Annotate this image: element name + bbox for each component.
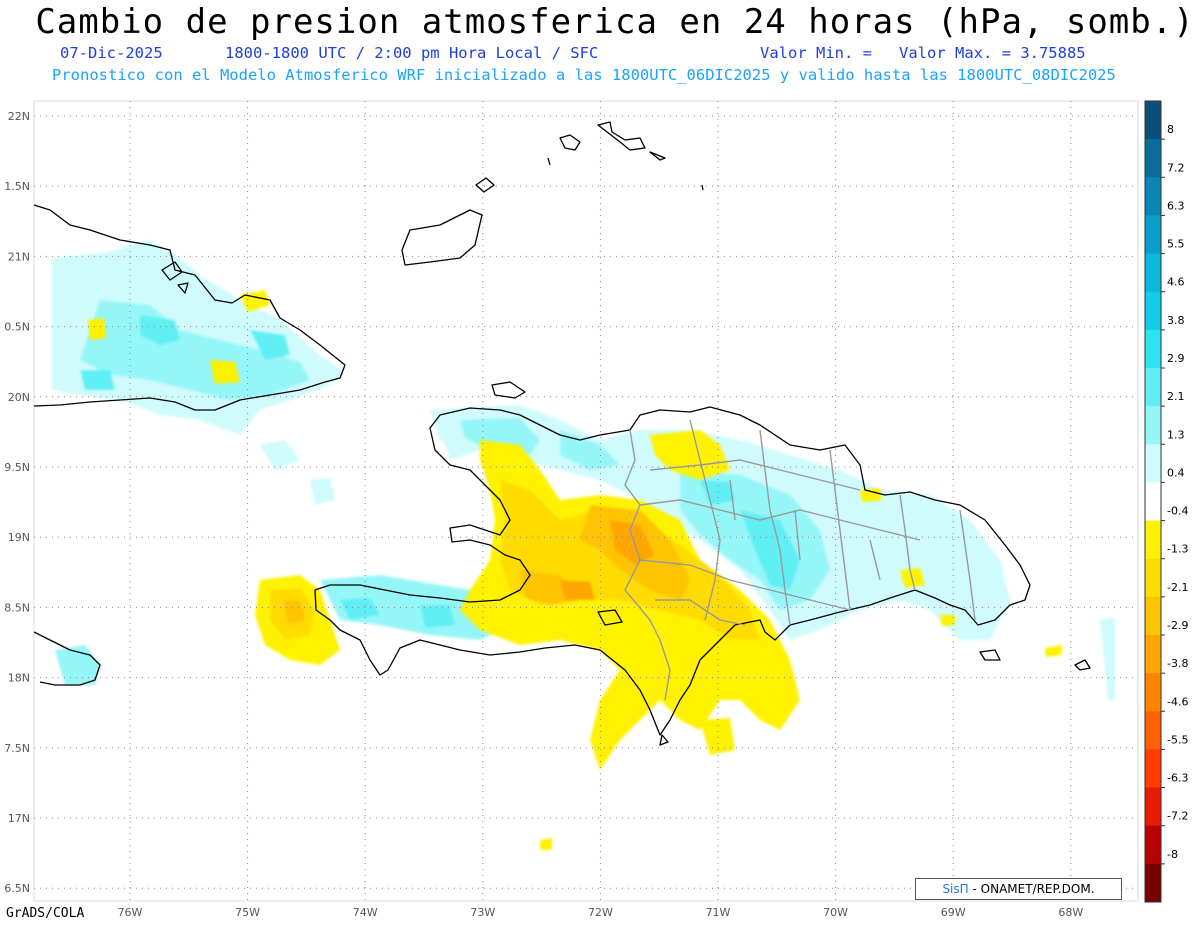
colorbar-label: 8 (1167, 123, 1174, 136)
colorbar-label: -7.2 (1167, 810, 1188, 823)
lon-label: 74W (353, 906, 378, 919)
colorbar-swatch (1145, 177, 1161, 216)
lon-label: 73W (470, 906, 495, 919)
negative-change-shading (88, 290, 1062, 850)
lat-label: 0.5N (4, 321, 30, 334)
colorbar-swatch (1145, 101, 1161, 140)
subtitle-description: Pronostico con el Modelo Atmosferico WRF… (52, 66, 1116, 84)
colorbar-swatch (1145, 596, 1161, 636)
colorbar-swatch (1145, 329, 1161, 369)
lon-label: 76W (118, 906, 143, 919)
colorbar-label: 0.4 (1167, 466, 1185, 479)
subtitle-max: Valor Max. = 3.75885 (899, 44, 1086, 62)
colorbar-label: -8 (1167, 848, 1178, 861)
lon-label: 72W (588, 906, 613, 919)
colorbar-swatch (1145, 482, 1161, 522)
graticule (34, 101, 1138, 901)
colorbar-label: -1.3 (1167, 543, 1188, 556)
colorbar-swatch (1145, 673, 1161, 712)
lat-label: 1.5N (4, 180, 30, 193)
colorbar-swatch (1145, 253, 1161, 293)
colorbar-swatch (1145, 291, 1161, 331)
colorbar-label: -6.3 (1167, 772, 1188, 785)
longitude-labels: 76W 75W 74W 73W 72W 71W 70W 69W 68W (118, 906, 1084, 919)
lat-label: 17N (8, 812, 30, 825)
colorbar-label: 5.5 (1167, 238, 1185, 251)
coastlines (33, 121, 1091, 746)
colorbar-swatch (1145, 520, 1161, 560)
colorbar-label: -2.1 (1167, 581, 1188, 594)
colorbar: 8 7.2 6.3 5.5 4.6 3.8 2.9 2.1 1.3 0.4 -0.4 -1.3 -2.1… (1144, 100, 1188, 903)
badge-text: - ONAMET/REP.DOM. (972, 882, 1095, 896)
colorbar-swatch (1145, 635, 1161, 674)
subtitle-period: 1800-1800 UTC / 2:00 pm Hora Local / SFC (225, 44, 599, 62)
lat-label: 19N (8, 531, 30, 544)
colorbar-label: 2.9 (1167, 352, 1185, 365)
colorbar-label: 7.2 (1167, 161, 1185, 174)
software-credit: GrADS/COLA (6, 906, 85, 921)
colorbar-label: 6.3 (1167, 199, 1185, 212)
colorbar-label: -3.8 (1167, 657, 1188, 670)
admin-boundaries (624, 419, 976, 701)
source-badge: SisΠ - ONAMET/REP.DOM. (915, 878, 1122, 900)
lon-label: 75W (235, 906, 260, 919)
lat-label: 20N (8, 391, 30, 404)
lat-label: 22N (8, 110, 30, 123)
lon-label: 70W (823, 906, 848, 919)
colorbar-swatch (1145, 711, 1161, 750)
positive-change-shading (52, 240, 1115, 700)
colorbar-swatch (1145, 558, 1161, 598)
lon-label: 71W (706, 906, 731, 919)
colorbar-swatch (1145, 825, 1161, 865)
colorbar-border (1144, 100, 1162, 903)
colorbar-swatch (1145, 863, 1161, 903)
lon-label: 68W (1058, 906, 1083, 919)
subtitle-min: Valor Min. = (760, 44, 872, 62)
lat-label: 7.5N (4, 742, 30, 755)
lat-label: 18N (8, 672, 30, 685)
colorbar-swatch (1145, 215, 1161, 255)
colorbar-swatch (1145, 749, 1161, 789)
latitude-labels: 22N 1.5N 21N 0.5N 20N 9.5N 19N 8.5N 18N 7.5N 17N 6.… (4, 110, 30, 895)
subtitle-date: 07-Dic-2025 (60, 44, 163, 62)
lat-label: 21N (8, 250, 30, 263)
lat-label: 8.5N (4, 601, 30, 614)
colorbar-swatch (1145, 787, 1161, 827)
colorbar-swatch (1145, 368, 1161, 407)
lat-label: 9.5N (4, 461, 30, 474)
lat-label: 6.5N (4, 882, 30, 895)
colorbar-label: 1.3 (1167, 428, 1185, 441)
colorbar-swatch (1145, 444, 1161, 483)
colorbar-label: -2.9 (1167, 619, 1188, 632)
colorbar-swatch (1145, 406, 1161, 445)
badge-brand: SisΠ (942, 882, 969, 896)
colorbar-label: 3.8 (1167, 314, 1185, 327)
colorbar-label: -4.6 (1167, 695, 1188, 708)
colorbar-swatch (1145, 139, 1161, 178)
lon-label: 69W (941, 906, 966, 919)
map-title: Cambio de presion atmosferica en 24 hora… (35, 2, 1195, 42)
colorbar-label: -5.5 (1167, 733, 1188, 746)
colorbar-label: 4.6 (1167, 276, 1185, 289)
colorbar-label: -0.4 (1167, 505, 1188, 518)
colorbar-label: 2.1 (1167, 390, 1185, 403)
